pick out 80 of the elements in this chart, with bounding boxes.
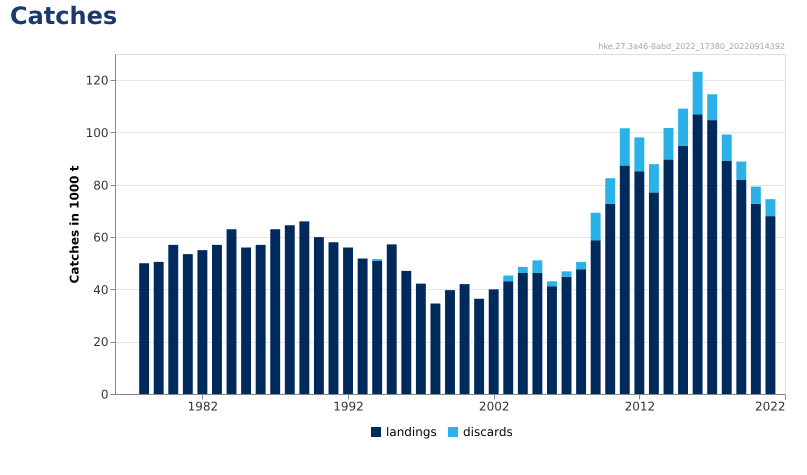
bar bbox=[314, 237, 324, 394]
bar bbox=[416, 284, 426, 394]
x-tick-label: 2012 bbox=[624, 400, 656, 414]
bar bbox=[343, 248, 353, 394]
y-tick-label: 20 bbox=[93, 335, 108, 350]
bar bbox=[488, 289, 499, 394]
bar bbox=[664, 128, 674, 160]
bar bbox=[547, 286, 557, 394]
bar bbox=[460, 284, 470, 394]
bar bbox=[765, 216, 776, 394]
bar bbox=[750, 204, 761, 394]
bar bbox=[328, 242, 338, 394]
bar bbox=[532, 260, 542, 273]
bar bbox=[750, 186, 761, 204]
bar bbox=[736, 180, 746, 394]
bar bbox=[270, 229, 280, 394]
bar bbox=[648, 164, 659, 193]
bar bbox=[562, 271, 572, 277]
bar bbox=[634, 171, 644, 394]
bar bbox=[386, 244, 397, 394]
text: hke.27.3a46-8abd_2022_17380_20220914392 bbox=[598, 42, 785, 51]
bar bbox=[678, 108, 688, 146]
legend-label: discards bbox=[463, 425, 513, 439]
x-tick-label: 1992 bbox=[333, 400, 364, 414]
bar bbox=[532, 272, 542, 394]
bar bbox=[678, 146, 688, 394]
y-tick-label: 120 bbox=[86, 74, 108, 88]
bar bbox=[736, 161, 746, 180]
bar bbox=[692, 72, 703, 114]
bar bbox=[168, 244, 178, 394]
bar bbox=[474, 298, 484, 394]
y-tick-label: 0 bbox=[100, 388, 108, 402]
bar bbox=[590, 212, 601, 240]
legend-label: landings bbox=[386, 425, 437, 439]
bar bbox=[430, 304, 440, 394]
bar bbox=[765, 199, 776, 216]
bar bbox=[358, 258, 368, 394]
bar bbox=[212, 244, 222, 394]
bar bbox=[620, 166, 630, 394]
bar bbox=[139, 263, 150, 394]
y-tick-label: 60 bbox=[93, 230, 108, 245]
bar bbox=[707, 94, 718, 120]
y-axis-title: Catches in 1000 t bbox=[68, 165, 82, 284]
x-tick-label: 1982 bbox=[188, 400, 218, 414]
bar bbox=[692, 114, 703, 394]
bar bbox=[226, 229, 236, 394]
bar bbox=[518, 266, 528, 273]
bar bbox=[590, 240, 601, 394]
bar bbox=[605, 178, 616, 204]
chart-title: Catches bbox=[10, 2, 118, 30]
bar bbox=[634, 137, 644, 172]
bar bbox=[299, 221, 310, 394]
bar bbox=[722, 134, 732, 161]
bar bbox=[256, 244, 266, 394]
y-tick-label: 40 bbox=[93, 282, 108, 297]
bar bbox=[576, 270, 586, 394]
bar bbox=[503, 281, 514, 394]
bar bbox=[284, 225, 295, 394]
bar bbox=[154, 262, 164, 394]
bar bbox=[664, 160, 674, 394]
bar bbox=[707, 120, 718, 394]
y-tick-label: 100 bbox=[86, 126, 108, 140]
bar bbox=[722, 160, 732, 394]
bar bbox=[547, 281, 557, 286]
x-tick-label: 2022 bbox=[754, 400, 786, 414]
bar bbox=[648, 192, 659, 394]
bar bbox=[503, 276, 514, 282]
bar bbox=[182, 254, 193, 394]
bar bbox=[197, 250, 208, 394]
bar bbox=[562, 276, 572, 394]
bar bbox=[576, 262, 586, 270]
bar bbox=[241, 248, 252, 394]
bar bbox=[445, 290, 455, 394]
x-tick-label: 2002 bbox=[478, 400, 510, 414]
bar bbox=[620, 128, 630, 166]
bar bbox=[605, 204, 616, 394]
bar bbox=[372, 260, 382, 394]
y-tick-label: 80 bbox=[93, 178, 108, 192]
bar bbox=[401, 270, 412, 394]
bar bbox=[518, 272, 528, 394]
